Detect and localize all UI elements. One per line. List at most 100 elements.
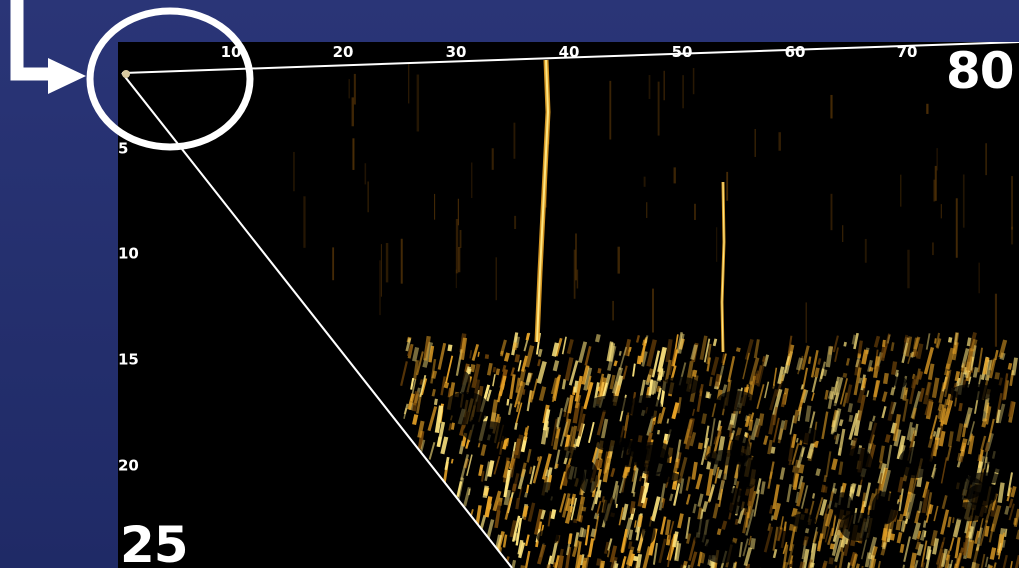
bottom-return xyxy=(676,332,683,354)
bottom-return xyxy=(563,397,570,413)
bottom-return xyxy=(825,451,832,478)
bottom-return xyxy=(800,345,810,370)
bottom-return xyxy=(881,527,888,541)
bottom-return xyxy=(469,364,476,373)
bottom-return xyxy=(588,421,595,443)
bottom-return xyxy=(437,342,447,370)
bottom-return xyxy=(575,554,583,568)
bottom-return xyxy=(748,419,754,431)
top-scale-label: 50 xyxy=(671,43,693,61)
water-column-streak xyxy=(726,171,729,201)
bottom-return xyxy=(658,483,666,511)
bottom-return xyxy=(587,538,595,558)
bottom-return xyxy=(595,334,601,343)
bottom-return xyxy=(517,539,524,555)
bottom-return xyxy=(611,480,619,500)
bottom-return xyxy=(691,342,699,363)
bottom-return xyxy=(857,353,862,359)
bottom-return xyxy=(583,367,593,391)
water-column-streak xyxy=(955,198,958,258)
return-gap xyxy=(603,495,617,530)
bottom-return xyxy=(712,338,718,347)
bottom-return xyxy=(876,473,883,500)
bottom-return xyxy=(665,519,671,536)
bottom-return xyxy=(633,520,637,528)
bottom-return xyxy=(536,360,547,384)
bottom-return xyxy=(541,453,552,480)
bottom-return xyxy=(650,496,661,522)
water-column-streak xyxy=(1011,176,1013,230)
bottom-return xyxy=(660,370,665,378)
bottom-return xyxy=(714,373,721,387)
bottom-return xyxy=(623,338,632,356)
return-gap xyxy=(578,460,599,494)
bottom-return xyxy=(492,366,497,373)
bottom-return xyxy=(775,378,784,397)
bottom-return xyxy=(753,424,761,438)
bottom-return xyxy=(668,348,677,376)
bottom-return xyxy=(763,526,774,553)
bottom-return xyxy=(486,389,492,402)
water-column-streak xyxy=(682,75,684,109)
bottom-return xyxy=(898,513,904,522)
bottom-return xyxy=(981,418,988,428)
bottom-return xyxy=(679,478,685,494)
bottom-return xyxy=(986,564,991,568)
bottom-return xyxy=(872,415,876,422)
water-column-streak xyxy=(576,269,579,289)
bottom-return xyxy=(767,439,773,455)
bottom-return xyxy=(806,442,815,459)
bottom-return xyxy=(614,485,620,505)
bottom-return xyxy=(750,417,761,441)
bottom-return xyxy=(635,335,641,343)
bottom-return xyxy=(900,520,906,532)
bottom-return xyxy=(854,359,861,376)
bottom-return xyxy=(650,420,656,432)
bottom-return xyxy=(515,401,521,413)
water-column-streak xyxy=(293,151,295,192)
bottom-return xyxy=(833,435,838,440)
bottom-return xyxy=(566,339,574,355)
bottom-return xyxy=(526,448,532,463)
bottom-return xyxy=(770,515,774,521)
bottom-return xyxy=(783,419,788,430)
bottom-return xyxy=(407,345,413,357)
bottom-return xyxy=(772,406,778,426)
bottom-return xyxy=(933,505,939,522)
bottom-return xyxy=(607,538,613,551)
bottom-return xyxy=(506,398,510,406)
bottom-return xyxy=(974,563,980,568)
bottom-return xyxy=(628,346,632,352)
bottom-return xyxy=(618,559,626,568)
bottom-return xyxy=(1008,503,1015,521)
bottom-return xyxy=(898,494,903,503)
bottom-return xyxy=(459,337,468,360)
water-column-streak xyxy=(617,246,620,274)
bottom-return xyxy=(412,414,419,426)
bottom-return xyxy=(502,438,509,450)
water-column-streak xyxy=(933,179,936,202)
bottom-return xyxy=(537,359,541,367)
bottom-return xyxy=(678,338,685,350)
bottom-return xyxy=(935,332,941,348)
water-column-streak xyxy=(900,174,902,207)
bottom-return xyxy=(596,558,602,566)
bottom-return xyxy=(644,335,649,344)
bottom-return xyxy=(433,398,438,406)
bottom-return xyxy=(487,460,495,478)
bottom-return xyxy=(893,428,902,447)
bottom-return xyxy=(857,385,866,404)
bottom-return xyxy=(997,482,1005,504)
bottom-return xyxy=(960,442,967,457)
bottom-return xyxy=(886,444,893,469)
bottom-return xyxy=(651,350,661,378)
bottom-return xyxy=(878,461,883,469)
bottom-return xyxy=(853,367,862,396)
bottom-return xyxy=(1004,505,1010,515)
bottom-return xyxy=(967,421,976,446)
bottom-return xyxy=(768,505,774,514)
water-column-streak xyxy=(830,193,833,231)
bottom-return xyxy=(701,500,709,513)
bottom-return xyxy=(423,338,429,359)
bottom-return xyxy=(573,380,579,393)
